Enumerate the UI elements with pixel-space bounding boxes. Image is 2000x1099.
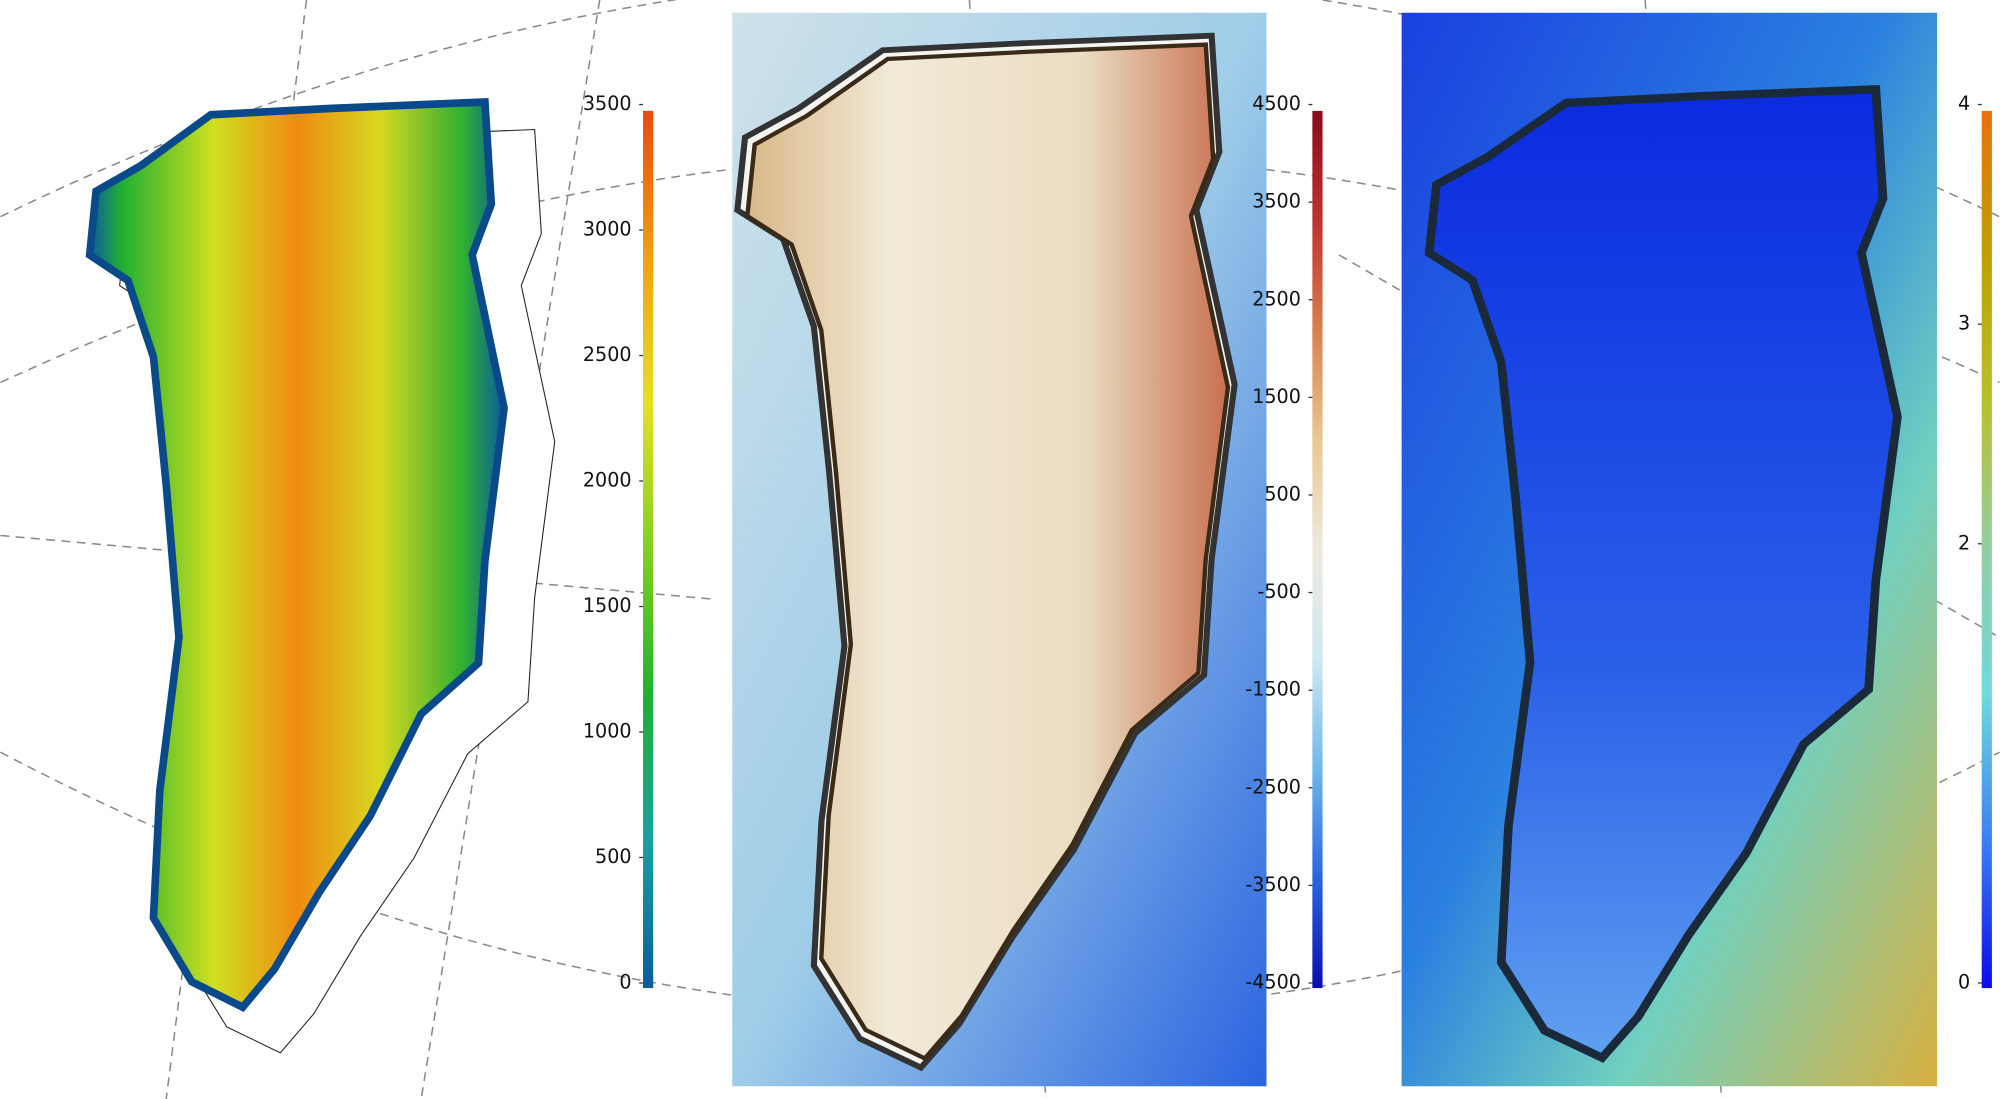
colorbar-tick-label: 4500 bbox=[1252, 92, 1301, 115]
colorbar-tick-label: 2500 bbox=[1252, 287, 1301, 310]
colorbar-tick-label: -3500 bbox=[1245, 873, 1301, 896]
colorbar-tick-label: 3500 bbox=[1252, 190, 1301, 213]
colorbar-tick-label: 500 bbox=[595, 845, 631, 868]
colorbar bbox=[1981, 110, 1992, 989]
colorbar-tick-label: 3000 bbox=[583, 218, 632, 241]
colorbar-tick-label: 3 bbox=[1958, 312, 1970, 335]
colorbar-tick-label: 500 bbox=[1264, 482, 1300, 505]
colorbar-tick-label: 1000 bbox=[583, 719, 632, 742]
colorbar-tick-label: 4 bbox=[1958, 92, 1970, 115]
colorbar-tick-label: -4500 bbox=[1245, 970, 1301, 993]
colorbars: 0500100015002000250030003500-4500-3500-2… bbox=[583, 92, 1992, 993]
colorbar-tick-label: -500 bbox=[1258, 580, 1301, 603]
map-panel-elevation bbox=[90, 102, 556, 1054]
colorbar bbox=[643, 110, 654, 989]
colorbar-tick-label: 1500 bbox=[583, 594, 632, 617]
colorbar-tick-label: -2500 bbox=[1245, 775, 1301, 798]
map-panel-bed bbox=[732, 12, 1267, 1087]
colorbar-tick-label: 1500 bbox=[1252, 385, 1301, 408]
map-panel-velocity bbox=[1401, 12, 1938, 1087]
colorbar-tick-label: 0 bbox=[1958, 970, 1970, 993]
colorbar bbox=[1312, 110, 1323, 989]
colorbar-tick-label: 2 bbox=[1958, 531, 1970, 554]
colorbar-tick-label: 3500 bbox=[583, 92, 632, 115]
colorbar-tick-label: 0 bbox=[619, 970, 631, 993]
colorbar-tick-label: 2000 bbox=[583, 469, 632, 492]
colorbar-tick-label: -1500 bbox=[1245, 678, 1301, 701]
colorbar-tick-label: 2500 bbox=[583, 343, 632, 366]
